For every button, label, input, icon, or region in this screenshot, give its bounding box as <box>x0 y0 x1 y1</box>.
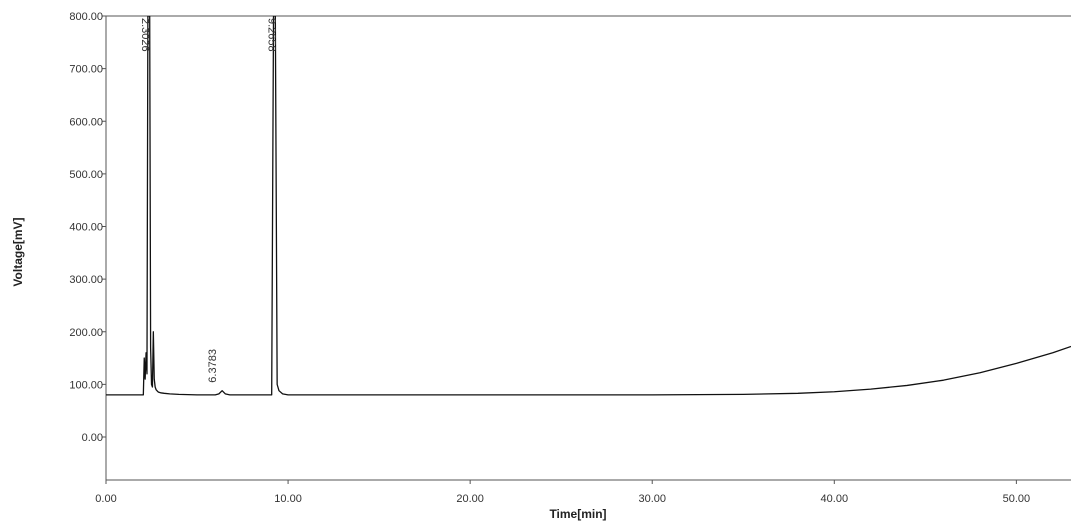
series-group <box>106 16 1071 396</box>
peak-label: 6.3783 <box>207 349 219 383</box>
y-tick-label: 200.00 <box>69 327 103 339</box>
peak-label: 2.3026 <box>139 18 151 52</box>
y-axis-title: Voltage[mV] <box>11 217 25 286</box>
y-tick-label: 100.00 <box>69 379 103 391</box>
y-tick-label: 700.00 <box>69 64 103 76</box>
y-tick-label: 0.00 <box>82 432 103 444</box>
x-tick-label: 0.00 <box>95 493 116 505</box>
plot-frame <box>105 15 1071 481</box>
peak-labels: 2.3026 6.3783 9.2658 <box>139 18 278 383</box>
y-tick-labels: 0.00 100.00 200.00 300.00 400.00 500.00 600.00… <box>69 11 106 444</box>
x-axis-title: Time[min] <box>549 507 606 521</box>
x-tick-label: 40.00 <box>821 493 849 505</box>
series-line <box>106 16 1071 396</box>
y-tick-label: 400.00 <box>69 222 103 234</box>
peak-label: 9.2658 <box>266 18 278 52</box>
y-tick-label: 600.00 <box>69 116 103 128</box>
y-tick-label: 800.00 <box>69 11 103 23</box>
y-tick-label: 500.00 <box>69 169 103 181</box>
x-tick-label: 30.00 <box>638 493 666 505</box>
x-tick-labels: 0.00 10.00 20.00 30.00 40.00 50.00 <box>95 480 1030 505</box>
x-tick-label: 10.00 <box>274 493 302 505</box>
y-tick-label: 300.00 <box>69 274 103 286</box>
x-tick-label: 20.00 <box>456 493 484 505</box>
x-tick-label: 50.00 <box>1003 493 1031 505</box>
